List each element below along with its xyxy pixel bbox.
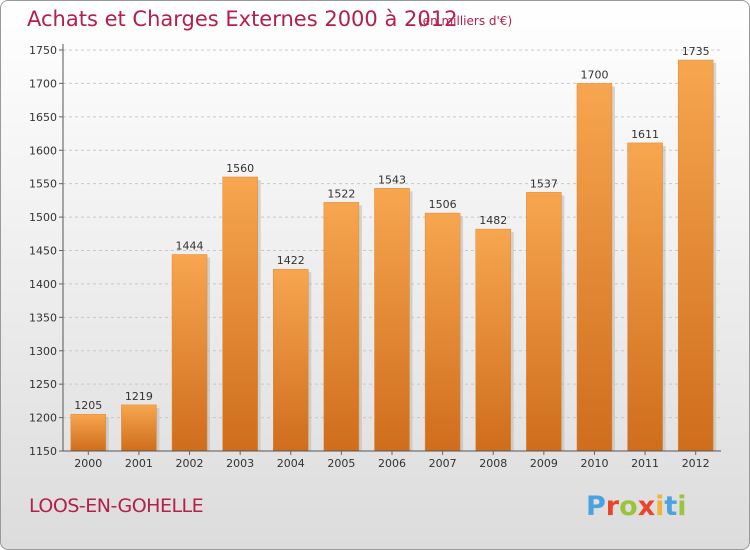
bar — [121, 404, 157, 452]
x-tick-label: 2012 — [682, 457, 710, 470]
bar — [70, 413, 107, 452]
y-tick-label: 1450 — [29, 245, 57, 258]
y-tick-label: 1300 — [29, 345, 57, 358]
bar — [576, 83, 613, 452]
bar-value-label: 1506 — [429, 198, 457, 211]
y-tick-label: 1750 — [29, 44, 57, 57]
bar — [171, 254, 208, 452]
x-tick-label: 2002 — [176, 457, 204, 470]
y-tick-label: 1400 — [29, 278, 57, 291]
y-tick-label: 1700 — [29, 77, 57, 90]
bar-value-label: 1735 — [682, 45, 710, 58]
y-tick-label: 1150 — [29, 445, 57, 458]
chart-title: Achats et Charges Externes 2000 à 2012 — [27, 7, 458, 31]
x-tick-label: 2009 — [530, 457, 558, 470]
x-tick-label: 2007 — [429, 457, 457, 470]
bar — [677, 59, 714, 452]
y-tick-label: 1200 — [29, 412, 57, 425]
bar-value-label: 1560 — [226, 162, 254, 175]
y-tick-label: 1350 — [29, 311, 57, 324]
bar — [475, 228, 511, 452]
y-tick-label: 1500 — [29, 211, 57, 224]
bar-value-label: 1543 — [378, 173, 406, 186]
logo-letter: t — [664, 491, 678, 522]
logo-letter: i — [677, 491, 687, 522]
logo-letter: o — [619, 491, 638, 522]
bar-value-label: 1444 — [176, 240, 204, 253]
bar-value-label: 1205 — [74, 399, 102, 412]
y-tick-label: 1600 — [29, 144, 57, 157]
x-tick-label: 2010 — [580, 457, 608, 470]
x-tick-label: 2011 — [631, 457, 659, 470]
logo-letter: x — [637, 491, 656, 522]
bar — [424, 212, 461, 452]
logo-letter: i — [655, 491, 665, 522]
y-tick-label: 1650 — [29, 111, 57, 124]
x-tick-label: 2008 — [479, 457, 507, 470]
logo-letter: P — [586, 491, 606, 522]
bar — [526, 192, 562, 452]
bar-value-label: 1482 — [479, 214, 507, 227]
x-tick-label: 2004 — [277, 457, 305, 470]
bar-value-label: 1422 — [277, 254, 305, 267]
x-tick-label: 2003 — [226, 457, 254, 470]
bar-value-label: 1537 — [530, 177, 558, 190]
y-tick-label: 1550 — [29, 178, 57, 191]
x-tick-label: 2006 — [378, 457, 406, 470]
x-tick-label: 2005 — [327, 457, 355, 470]
bar-value-label: 1700 — [580, 68, 608, 81]
bar-value-label: 1219 — [125, 390, 153, 403]
bar-value-label: 1611 — [631, 128, 659, 141]
x-tick-label: 2000 — [74, 457, 102, 470]
bar — [374, 188, 410, 452]
bar-value-label: 1522 — [327, 187, 355, 200]
bar — [222, 176, 258, 452]
logo-letter: r — [605, 491, 620, 522]
bar — [627, 142, 663, 452]
proxiti-logo: Proxiti — [586, 491, 687, 522]
x-tick-label: 2001 — [125, 457, 153, 470]
bar — [323, 202, 360, 452]
chart-subtitle: (en milliers d'€) — [418, 14, 513, 28]
city-name: LOOS-EN-GOHELLE — [29, 495, 204, 517]
y-tick-label: 1250 — [29, 378, 57, 391]
bar — [273, 268, 309, 452]
